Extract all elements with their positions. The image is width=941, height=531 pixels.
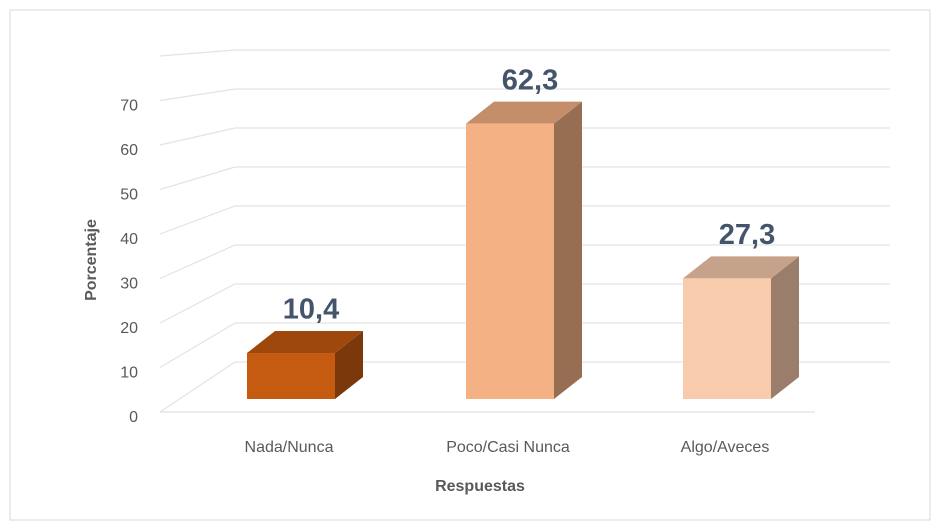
grid-line: [159, 205, 890, 235]
grid-line: [159, 127, 890, 146]
y-tick-label: 0: [129, 409, 138, 426]
grid-line: [159, 361, 890, 413]
y-tick-label: 20: [120, 320, 138, 337]
y-axis-label: Porcentaje: [83, 219, 100, 301]
data-label: 10,4: [283, 294, 339, 326]
bar-side: [335, 331, 363, 399]
data-label: 27,3: [719, 219, 775, 251]
grid-line: [159, 283, 890, 324]
y-tick-label: 40: [120, 231, 138, 248]
bar-top: [683, 256, 799, 279]
y-tick-label: 30: [120, 276, 138, 293]
bar: [247, 353, 335, 399]
bar: [683, 278, 771, 399]
x-tick-label: Poco/Casi Nunca: [446, 439, 570, 456]
grid-line: [159, 244, 890, 280]
bar-side: [554, 101, 582, 399]
x-tick-label: Nada/Nunca: [245, 439, 334, 456]
bar-top: [247, 331, 363, 354]
y-tick-label: 50: [120, 187, 138, 204]
bar-side: [771, 256, 799, 399]
x-tick-label: Algo/Aveces: [681, 439, 770, 456]
bar-top: [466, 101, 582, 124]
y-tick-label: 10: [120, 365, 138, 382]
bar: [466, 123, 554, 399]
grid-line: [159, 88, 890, 102]
y-tick-label: 70: [120, 98, 138, 115]
x-axis-label: Respuestas: [435, 478, 525, 495]
grid-line: [159, 322, 890, 369]
grid-line: [159, 49, 890, 57]
y-tick-label: 60: [120, 142, 138, 159]
data-label: 62,3: [502, 64, 558, 96]
grid-line: [159, 166, 890, 191]
